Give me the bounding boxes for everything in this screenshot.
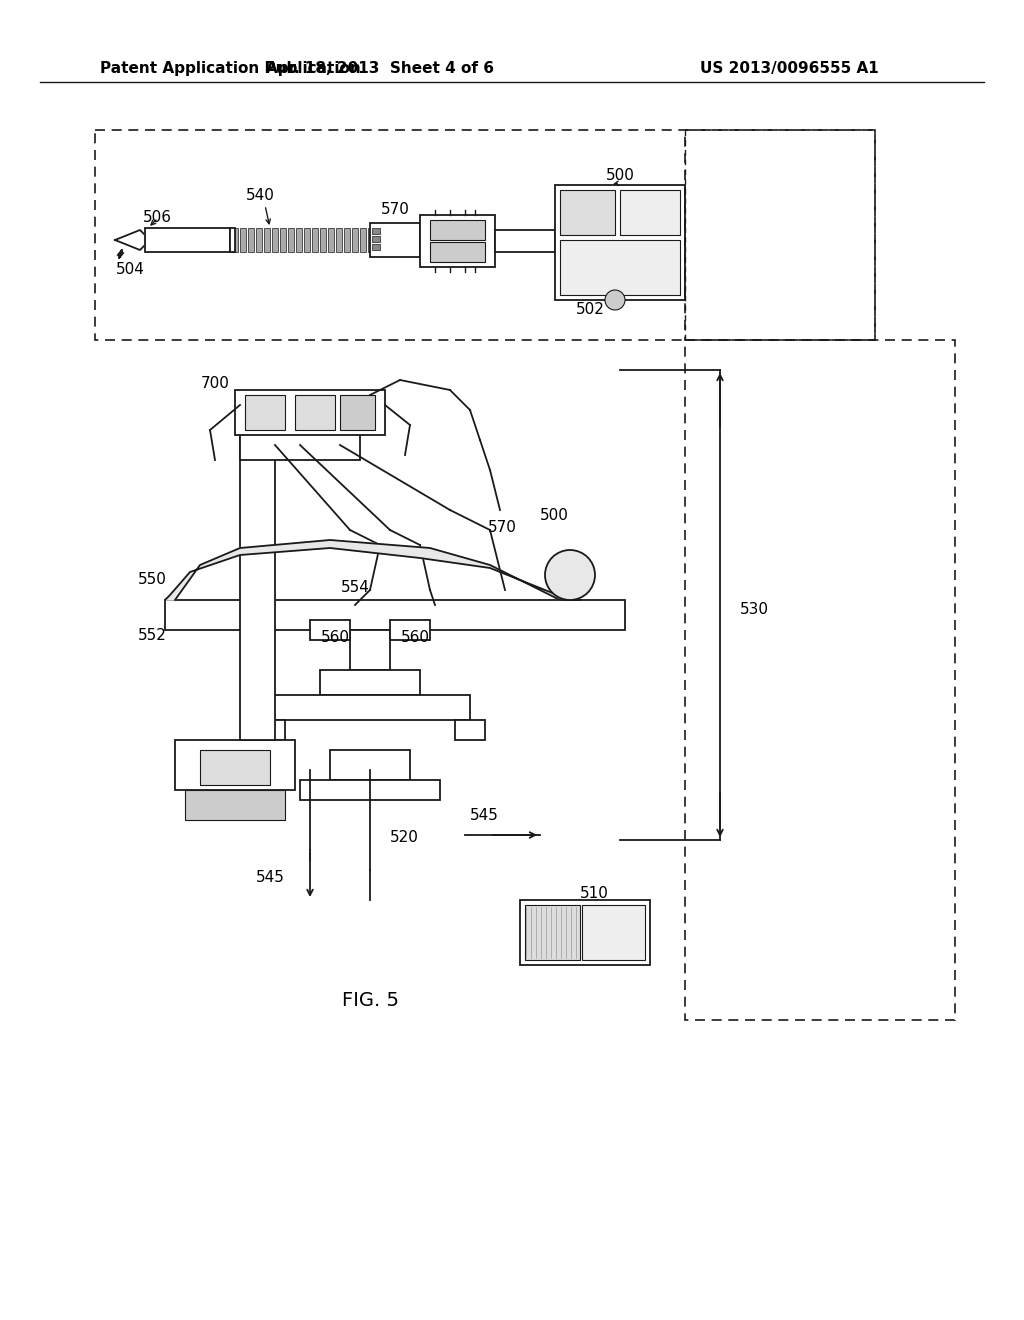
Bar <box>234 389 385 436</box>
Bar <box>370 223 420 257</box>
Bar <box>256 228 262 252</box>
Bar <box>350 630 390 671</box>
Bar <box>245 395 285 430</box>
Bar <box>525 906 580 960</box>
Bar <box>319 671 420 696</box>
Text: 540: 540 <box>246 187 274 202</box>
Text: 502: 502 <box>575 302 604 318</box>
Bar <box>372 228 380 234</box>
Bar <box>319 228 326 252</box>
Bar <box>372 236 380 242</box>
Bar <box>340 395 375 430</box>
Text: 530: 530 <box>740 602 769 618</box>
Bar <box>430 220 485 240</box>
Text: 506: 506 <box>142 210 171 226</box>
Text: 504: 504 <box>116 263 144 277</box>
Bar <box>310 620 350 640</box>
Bar <box>270 696 470 719</box>
Text: 500: 500 <box>605 168 635 182</box>
Text: 570: 570 <box>381 202 410 218</box>
Circle shape <box>605 290 625 310</box>
Bar <box>304 228 310 252</box>
Bar <box>200 750 270 785</box>
Text: 550: 550 <box>137 573 167 587</box>
Text: Patent Application Publication: Patent Application Publication <box>100 61 360 75</box>
Bar <box>495 230 555 252</box>
Text: 500: 500 <box>540 507 569 523</box>
Bar <box>560 190 615 235</box>
Bar <box>145 228 230 252</box>
Bar <box>165 601 625 630</box>
Bar <box>175 741 295 789</box>
Bar <box>300 780 440 800</box>
Bar <box>240 228 246 252</box>
Text: 560: 560 <box>400 631 429 645</box>
Text: FIG. 5: FIG. 5 <box>341 990 398 1010</box>
Text: 554: 554 <box>341 581 370 595</box>
Bar <box>555 185 685 300</box>
Bar <box>288 228 294 252</box>
Bar <box>685 341 955 1020</box>
Polygon shape <box>115 230 145 249</box>
Text: US 2013/0096555 A1: US 2013/0096555 A1 <box>700 61 879 75</box>
Bar <box>685 129 874 341</box>
Bar <box>312 228 318 252</box>
Text: 510: 510 <box>580 886 609 900</box>
Bar <box>344 228 350 252</box>
Bar <box>420 215 495 267</box>
Bar <box>296 228 302 252</box>
Text: 552: 552 <box>137 627 167 643</box>
Bar <box>230 228 234 252</box>
Bar <box>232 228 238 252</box>
Bar <box>352 228 358 252</box>
Bar <box>240 430 275 741</box>
Text: Apr. 18, 2013  Sheet 4 of 6: Apr. 18, 2013 Sheet 4 of 6 <box>266 61 494 75</box>
Bar <box>280 228 286 252</box>
Bar <box>455 719 485 741</box>
Bar <box>390 620 430 640</box>
Bar <box>272 228 278 252</box>
Bar <box>264 228 270 252</box>
Bar <box>248 228 254 252</box>
Bar <box>582 906 645 960</box>
Bar <box>330 750 410 780</box>
Bar <box>372 244 380 249</box>
Bar <box>360 228 366 252</box>
Text: 545: 545 <box>256 870 285 886</box>
Circle shape <box>545 550 595 601</box>
Polygon shape <box>165 540 580 601</box>
Bar <box>520 900 650 965</box>
Text: 700: 700 <box>201 375 230 391</box>
Bar <box>95 129 874 341</box>
Bar <box>240 430 360 459</box>
Text: 560: 560 <box>321 631 349 645</box>
Bar <box>620 190 680 235</box>
Text: 545: 545 <box>470 808 499 822</box>
Bar <box>560 240 680 294</box>
Bar <box>336 228 342 252</box>
Bar <box>185 789 285 820</box>
Bar <box>255 719 285 741</box>
Bar <box>430 242 485 261</box>
Text: 520: 520 <box>390 830 419 846</box>
Bar <box>328 228 334 252</box>
Text: 570: 570 <box>488 520 517 536</box>
Bar <box>368 228 374 252</box>
Bar <box>295 395 335 430</box>
